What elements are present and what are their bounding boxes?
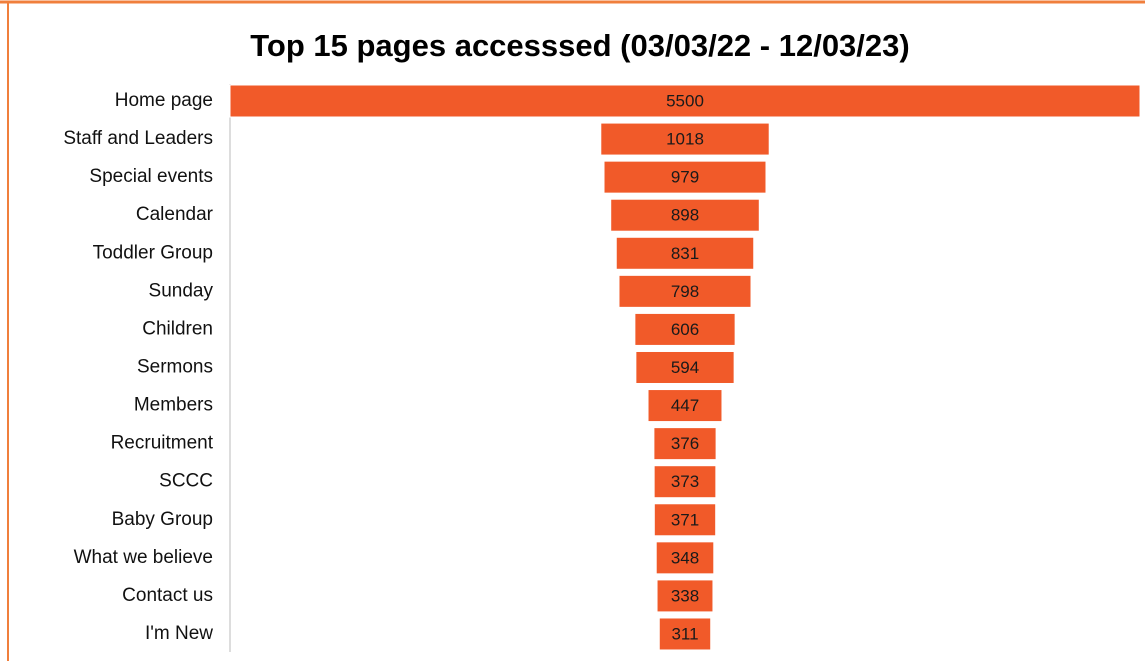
bar [615,236,755,270]
category-label: Members [134,395,213,416]
value-label: 373 [671,472,699,491]
category-label: Contact us [122,585,213,606]
bar [600,122,770,156]
category-label: Children [142,318,213,339]
category-label: Home page [115,90,213,111]
value-label: 898 [671,206,699,225]
bar [656,579,714,613]
bar [610,198,760,232]
value-label: 376 [671,434,699,453]
value-label: 979 [671,168,699,187]
value-label: 594 [671,358,699,377]
value-label: 311 [671,624,698,643]
bar [653,465,717,499]
chart-title: Top 15 pages accesssed (03/03/22 - 12/03… [250,28,909,63]
bar [603,160,767,194]
value-label: 1018 [666,130,704,149]
category-label: Staff and Leaders [63,128,213,149]
category-label: Sermons [137,357,213,378]
category-label: I'm New [145,623,213,644]
bar [658,617,712,651]
bar [634,312,736,346]
bar [635,350,735,384]
bar [655,541,715,575]
category-label: Calendar [136,204,214,225]
bar [653,427,717,461]
value-label: 371 [671,510,699,529]
value-label: 447 [671,396,699,415]
bar [618,274,752,308]
category-label: Toddler Group [93,242,213,263]
category-label: SCCC [159,471,213,492]
value-label: 606 [671,320,699,339]
value-label: 348 [671,548,699,567]
bar [229,84,1141,118]
bar [653,503,717,537]
value-label: 5500 [666,91,704,110]
category-label: Sunday [149,280,214,301]
value-label: 831 [671,244,699,263]
category-label: Special events [89,166,213,187]
value-label: 798 [671,282,699,301]
value-label: 338 [671,586,699,605]
category-label: Recruitment [111,433,214,454]
category-label: Baby Group [112,509,213,530]
category-label: What we believe [74,547,213,568]
bar [647,389,723,423]
